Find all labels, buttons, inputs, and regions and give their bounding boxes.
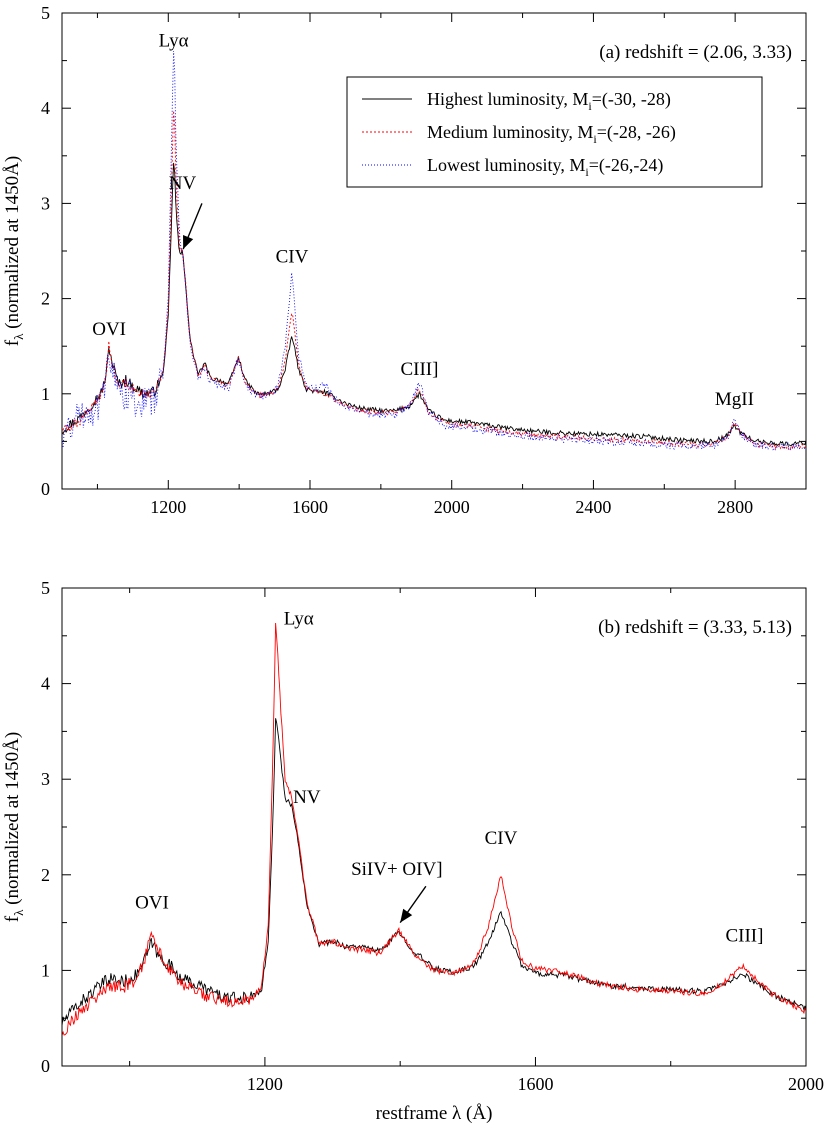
legend-entry: Medium luminosity, Mi=(-28, -26) xyxy=(427,122,676,146)
series-line-highest-luminosity xyxy=(62,162,806,447)
annotation-arrowhead xyxy=(183,234,194,250)
panel-annotation: (a) redshift = (2.06, 3.33) xyxy=(599,42,792,63)
y-tick-label: 0 xyxy=(41,1056,50,1076)
x-tick-label: 2000 xyxy=(788,1074,824,1094)
line-label: Lyα xyxy=(284,608,314,629)
y-tick-label: 3 xyxy=(41,193,50,213)
y-axis-label: fλ (normalized at 1450Å) xyxy=(2,156,26,346)
x-tick-label: 1200 xyxy=(247,1074,283,1094)
x-tick-label: 2000 xyxy=(434,497,470,517)
y-axis-label: fλ (normalized at 1450Å) xyxy=(2,732,26,922)
panel-a: 1200 1600 2000 2400 2800 0 1 2 3 4 5 fλ (normalized… xyxy=(2,3,807,517)
panel-annotation: (b) redshift = (3.33, 5.13) xyxy=(598,617,792,638)
plot-frame xyxy=(61,587,807,1067)
y-tick-label: 0 xyxy=(41,479,50,499)
line-label: SiIV+ OIV] xyxy=(351,859,442,880)
y-tick-label: 5 xyxy=(41,3,50,23)
line-label: NV xyxy=(293,787,321,808)
line-label: CIV xyxy=(276,246,309,267)
legend-entry: Lowest luminosity, Mi=(-26,-24) xyxy=(427,155,663,179)
y-tick-label: 1 xyxy=(41,960,50,980)
x-tick-label: 2800 xyxy=(717,497,753,517)
y-tick-label: 2 xyxy=(41,289,50,309)
line-label: CIV xyxy=(485,828,518,849)
series-line-medium-luminosity xyxy=(62,110,806,451)
line-label: MgII xyxy=(715,389,754,410)
y-tick-label: 1 xyxy=(41,384,50,404)
y-tick-label: 4 xyxy=(41,98,50,118)
y-tick-label: 2 xyxy=(41,865,50,885)
annotation-arrowhead xyxy=(400,908,413,923)
series-traces xyxy=(62,622,806,1036)
legend-entry: Highest luminosity, Mi=(-30, -28) xyxy=(427,89,671,113)
x-axis-label: restframe λ (Å) xyxy=(376,1103,493,1124)
line-label: Lyα xyxy=(159,30,189,51)
series-traces xyxy=(62,50,806,452)
line-label: OVI xyxy=(92,319,126,340)
y-tick-label: 3 xyxy=(41,769,50,789)
y-tick-label: 5 xyxy=(41,578,50,598)
line-label: OVI xyxy=(135,892,169,913)
x-tick-label: 1200 xyxy=(150,497,186,517)
line-label: CIII] xyxy=(725,926,763,947)
panel-b: 1200 1600 2000 0 1 2 3 4 5 fλ (normalized at 1450… xyxy=(2,578,824,1124)
series-line-medium-luminosity xyxy=(62,622,806,1036)
line-label: NV xyxy=(169,173,197,194)
x-tick-label: 1600 xyxy=(517,1074,553,1094)
x-tick-label: 1600 xyxy=(292,497,328,517)
line-label: CIII] xyxy=(400,359,438,380)
x-tick-label: 2400 xyxy=(575,497,611,517)
legend-box xyxy=(346,76,763,188)
y-tick-label: 4 xyxy=(41,674,50,694)
